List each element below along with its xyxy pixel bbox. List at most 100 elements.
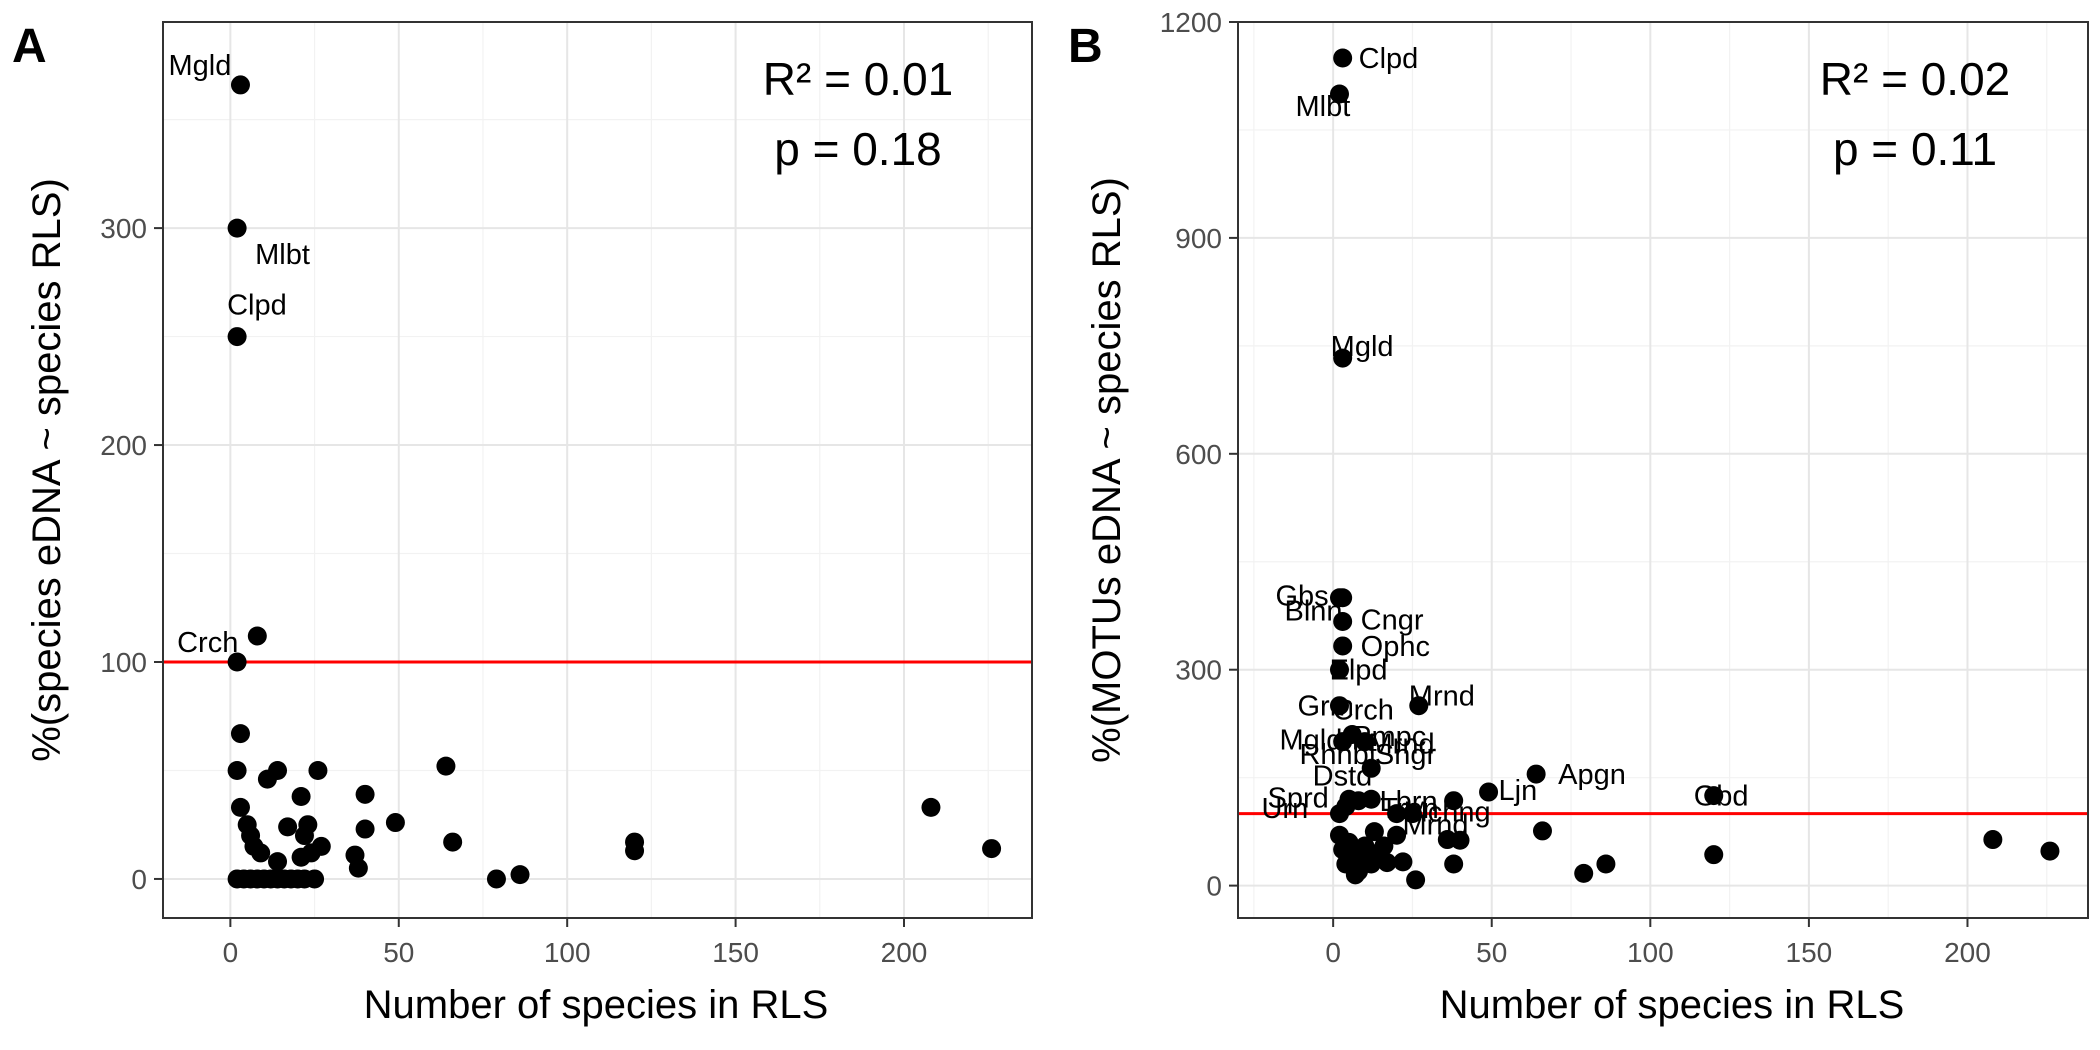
panel-b-point-label: Gbs (1275, 581, 1328, 613)
panel-b-data-point (1444, 791, 1464, 811)
panel-b-x-axis-title: Number of species in RLS (1440, 983, 1905, 1027)
panel-a-y-tick-label: 200 (100, 430, 147, 461)
panel-b-point-label: Crch (1333, 695, 1394, 727)
panel-a-data-point (294, 826, 314, 846)
panel-b-data-point (1336, 796, 1356, 816)
panel-b-data-point (1333, 348, 1353, 368)
panel-b-data-point (1361, 758, 1381, 778)
panel-a-data-point (230, 797, 250, 817)
panel-b-point-label: Tran (1380, 793, 1439, 825)
panel-b-data-point (1526, 764, 1546, 784)
panel-b-x-tick-label: 200 (1944, 937, 1991, 968)
panel-b-y-tick-label: 600 (1175, 439, 1222, 470)
panel-a-y-tick-label: 300 (100, 213, 147, 244)
panel-a-r2-text: R² = 0.01 (763, 53, 954, 105)
panel-b-data-point (1596, 854, 1616, 874)
panel-b-y-tick-label: 1200 (1160, 7, 1222, 38)
panel-a-tag: A (12, 20, 47, 73)
panel-b-data-point (1532, 821, 1552, 841)
panel-b-data-point (1333, 588, 1353, 608)
panel-a-data-point (291, 787, 311, 807)
panel-b-point-label: Pmpc (1352, 721, 1426, 753)
panel-a-x-tick-label: 100 (544, 937, 591, 968)
panel-b-point-label: Cngr (1361, 604, 1424, 636)
panel-b-point-label: Sngr (1375, 739, 1437, 771)
panel-a-data-point (308, 760, 328, 780)
panel-a-y-axis-title: %(species eDNA ~ species RLS) (25, 178, 69, 762)
panel-a-data-point (268, 760, 288, 780)
panel-a-data-point (227, 218, 247, 238)
panel-a-plot-frame (162, 21, 1033, 919)
panel-a-data-point (385, 813, 405, 833)
panel-b-point-label: Ljn (1499, 775, 1538, 807)
panel-a-point-label: Crch (177, 627, 238, 659)
plot-a: 0 50 100 150 200 0 100 200 300 Mgld Mlbt Clpd Crch (100, 21, 1033, 968)
panel-b-y-axis-title: %(MOTUs eDNA ~ species RLS) (1085, 177, 1129, 763)
panel-a-data-point (227, 760, 247, 780)
panel-a-x-tick-label: 150 (712, 937, 759, 968)
panel-a-data-point (227, 652, 247, 672)
panel-b-x-tick-label: 50 (1476, 937, 1507, 968)
panel-b-point-label: Elpd (1329, 655, 1387, 687)
panel-b-data-point (1329, 84, 1349, 104)
panel-b-data-point (1437, 830, 1457, 850)
panel-a-data-point (348, 858, 368, 878)
panel-a-point-label: Mlbt (255, 239, 310, 271)
panel-a-plot-background (163, 22, 1032, 918)
panel-b-data-point (1393, 852, 1413, 872)
panel-b-point-label: Mgld (1331, 331, 1394, 363)
panel-b-data-point (2040, 841, 2060, 861)
panel-b-point-label: Blnn (1284, 596, 1342, 628)
panel-b-data-point (1333, 636, 1353, 656)
panel-b-data-point (1374, 836, 1394, 856)
panel-a-p-text: p = 0.18 (774, 123, 942, 175)
panel-a-data-point (227, 327, 247, 347)
panel-b-y-tick-label: 0 (1206, 871, 1222, 902)
panel-b-point-label: Dstd (1313, 761, 1373, 793)
panel-a-data-point (247, 626, 267, 646)
panel-b-data-point (1329, 660, 1349, 680)
panel-b-point-label: Urn (1261, 793, 1308, 825)
panel-b-point-label: Clpd (1359, 43, 1419, 75)
panel-b-data-point (1574, 863, 1594, 883)
panel-b-p-text: p = 0.11 (1833, 123, 1997, 175)
panel-a-data-point (230, 724, 250, 744)
panel-b-data-point (1355, 836, 1375, 856)
panel-b-x-tick-label: 150 (1786, 937, 1833, 968)
panel-b-data-point (1409, 696, 1429, 716)
panel-a-data-point (510, 865, 530, 885)
panel-b-x-tick-label: 0 (1325, 937, 1341, 968)
panel-a-data-point (230, 75, 250, 95)
panel-b-data-point (1352, 850, 1372, 870)
panel-b-data-point (1406, 870, 1426, 890)
panel-b-data-point (1402, 804, 1422, 824)
panel-b-point-label: Sprd (1267, 782, 1328, 814)
panel-a-y-tick-label: 0 (131, 864, 147, 895)
panel-b-point-label: Mgldn (1279, 725, 1358, 757)
panel-b-data-point (1364, 822, 1384, 842)
panel-b-point-label: Grm (1297, 691, 1353, 723)
panel-a-x-tick-label: 50 (383, 937, 414, 968)
panel-b-point-label: Lbrn (1380, 786, 1438, 818)
panel-b-point-label: Mchng (1404, 797, 1491, 829)
panel-a-data-point (305, 869, 325, 889)
panel-a-data-point (311, 836, 331, 856)
panel-a-y-tick-label: 100 (100, 647, 147, 678)
panel-a-point-label: Mgld (168, 50, 231, 82)
panel-a-data-point (268, 852, 288, 872)
panel-a-data-point (436, 756, 456, 776)
panel-a: A 0 50 100 150 200 0 100 200 300 Mgld Mlbt Clpd Crch… (12, 20, 1033, 1027)
panel-a-data-point (291, 847, 311, 867)
panel-b-data-point (1329, 696, 1349, 716)
panel-b-y-tick-label: 900 (1175, 223, 1222, 254)
panel-b-data-point (1704, 786, 1724, 806)
panel-a-point-label: Clpd (227, 290, 287, 322)
panel-b-data-point (1333, 840, 1353, 860)
panel-a-x-tick-label: 200 (881, 937, 928, 968)
panel-a-data-point (251, 843, 271, 863)
panel-a-data-point (486, 869, 506, 889)
plot-b: 0 50 100 150 200 0 300 600 900 1200 Clpd Mlbt Mgld Gb… (1160, 7, 2089, 968)
panel-b-data-point (1333, 48, 1353, 68)
panel-b: B 0 50 100 150 200 0 300 600 900 1200 Clpd Mlbt Mgld… (1068, 7, 2089, 1027)
